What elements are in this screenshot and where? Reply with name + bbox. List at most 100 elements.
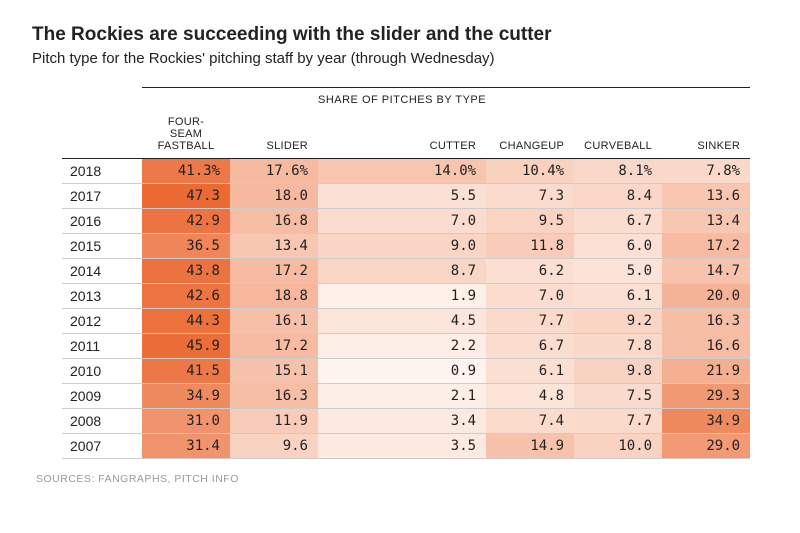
value-cell: 29.3 [662, 384, 750, 409]
value-cell: 17.2 [662, 234, 750, 259]
value-cell: 6.0 [574, 234, 662, 259]
header-spacer [62, 112, 142, 159]
value-cell: 8.7 [318, 259, 486, 284]
value-cell: 11.8 [486, 234, 574, 259]
value-cell: 4.8 [486, 384, 574, 409]
column-header: CURVEBALL [574, 112, 662, 159]
table-row: 2017 47.3 18.0 5.5 7.3 8.4 13.6 [62, 184, 750, 209]
value-cell: 5.5 [318, 184, 486, 209]
value-cell: 7.7 [574, 409, 662, 434]
value-cell: 3.4 [318, 409, 486, 434]
value-cell: 45.9 [142, 334, 230, 359]
value-cell: 2.2 [318, 334, 486, 359]
value-cell: 31.0 [142, 409, 230, 434]
value-cell: 29.0 [662, 434, 750, 459]
value-cell: 43.8 [142, 259, 230, 284]
year-cell: 2017 [62, 184, 142, 209]
title: The Rockies are succeeding with the slid… [32, 24, 768, 46]
superheader-spacer [62, 88, 142, 113]
year-cell: 2012 [62, 309, 142, 334]
value-cell: 8.4 [574, 184, 662, 209]
year-cell: 2016 [62, 209, 142, 234]
column-header: SINKER [662, 112, 750, 159]
year-cell: 2008 [62, 409, 142, 434]
sources: SOURCES: FANGRAPHS, PITCH INFO [36, 473, 768, 485]
value-cell: 13.6 [662, 184, 750, 209]
value-cell: 7.8% [662, 159, 750, 184]
value-cell: 16.3 [662, 309, 750, 334]
value-cell: 42.6 [142, 284, 230, 309]
table-row: 2007 31.4 9.6 3.5 14.9 10.0 29.0 [62, 434, 750, 459]
value-cell: 7.5 [574, 384, 662, 409]
value-cell: 0.9 [318, 359, 486, 384]
heat-table: SHARE OF PITCHES BY TYPE FOUR-SEAMFASTBA… [62, 87, 750, 459]
value-cell: 16.3 [230, 384, 318, 409]
value-cell: 9.2 [574, 309, 662, 334]
value-cell: 34.9 [662, 409, 750, 434]
year-cell: 2014 [62, 259, 142, 284]
value-cell: 16.1 [230, 309, 318, 334]
value-cell: 4.5 [318, 309, 486, 334]
value-cell: 9.6 [230, 434, 318, 459]
value-cell: 9.0 [318, 234, 486, 259]
value-cell: 7.4 [486, 409, 574, 434]
table-row: 2012 44.3 16.1 4.5 7.7 9.2 16.3 [62, 309, 750, 334]
value-cell: 16.6 [662, 334, 750, 359]
table-row: 2015 36.5 13.4 9.0 11.8 6.0 17.2 [62, 234, 750, 259]
value-cell: 6.7 [574, 209, 662, 234]
year-cell: 2015 [62, 234, 142, 259]
superheader-fill [662, 88, 750, 113]
superheader-fill: SHARE OF PITCHES BY TYPE [318, 88, 486, 113]
value-cell: 2.1 [318, 384, 486, 409]
value-cell: 7.0 [318, 209, 486, 234]
value-cell: 10.0 [574, 434, 662, 459]
value-cell: 7.8 [574, 334, 662, 359]
value-cell: 14.7 [662, 259, 750, 284]
value-cell: 16.8 [230, 209, 318, 234]
value-cell: 21.9 [662, 359, 750, 384]
table-row: 2013 42.6 18.8 1.9 7.0 6.1 20.0 [62, 284, 750, 309]
value-cell: 1.9 [318, 284, 486, 309]
table-row: 2010 41.5 15.1 0.9 6.1 9.8 21.9 [62, 359, 750, 384]
value-cell: 41.5 [142, 359, 230, 384]
superheader [142, 88, 230, 113]
value-cell: 34.9 [142, 384, 230, 409]
column-header: FOUR-SEAMFASTBALL [142, 112, 230, 159]
value-cell: 10.4% [486, 159, 574, 184]
value-cell: 17.2 [230, 334, 318, 359]
column-header: CUTTER [318, 112, 486, 159]
value-cell: 9.8 [574, 359, 662, 384]
value-cell: 11.9 [230, 409, 318, 434]
figure-container: The Rockies are succeeding with the slid… [0, 0, 800, 509]
value-cell: 36.5 [142, 234, 230, 259]
value-cell: 14.0% [318, 159, 486, 184]
value-cell: 14.9 [486, 434, 574, 459]
table-row: 2009 34.9 16.3 2.1 4.8 7.5 29.3 [62, 384, 750, 409]
value-cell: 31.4 [142, 434, 230, 459]
value-cell: 42.9 [142, 209, 230, 234]
superheader-fill [230, 88, 318, 113]
value-cell: 7.3 [486, 184, 574, 209]
value-cell: 6.7 [486, 334, 574, 359]
value-cell: 15.1 [230, 359, 318, 384]
value-cell: 13.4 [662, 209, 750, 234]
value-cell: 6.2 [486, 259, 574, 284]
value-cell: 18.8 [230, 284, 318, 309]
superheader-fill [574, 88, 662, 113]
year-cell: 2010 [62, 359, 142, 384]
table-row: 2016 42.9 16.8 7.0 9.5 6.7 13.4 [62, 209, 750, 234]
value-cell: 3.5 [318, 434, 486, 459]
year-cell: 2009 [62, 384, 142, 409]
value-cell: 6.1 [574, 284, 662, 309]
value-cell: 6.1 [486, 359, 574, 384]
value-cell: 47.3 [142, 184, 230, 209]
table-row: 2014 43.8 17.2 8.7 6.2 5.0 14.7 [62, 259, 750, 284]
year-cell: 2011 [62, 334, 142, 359]
value-cell: 44.3 [142, 309, 230, 334]
year-cell: 2013 [62, 284, 142, 309]
column-header: SLIDER [230, 112, 318, 159]
year-cell: 2007 [62, 434, 142, 459]
value-cell: 41.3% [142, 159, 230, 184]
value-cell: 17.6% [230, 159, 318, 184]
value-cell: 7.0 [486, 284, 574, 309]
